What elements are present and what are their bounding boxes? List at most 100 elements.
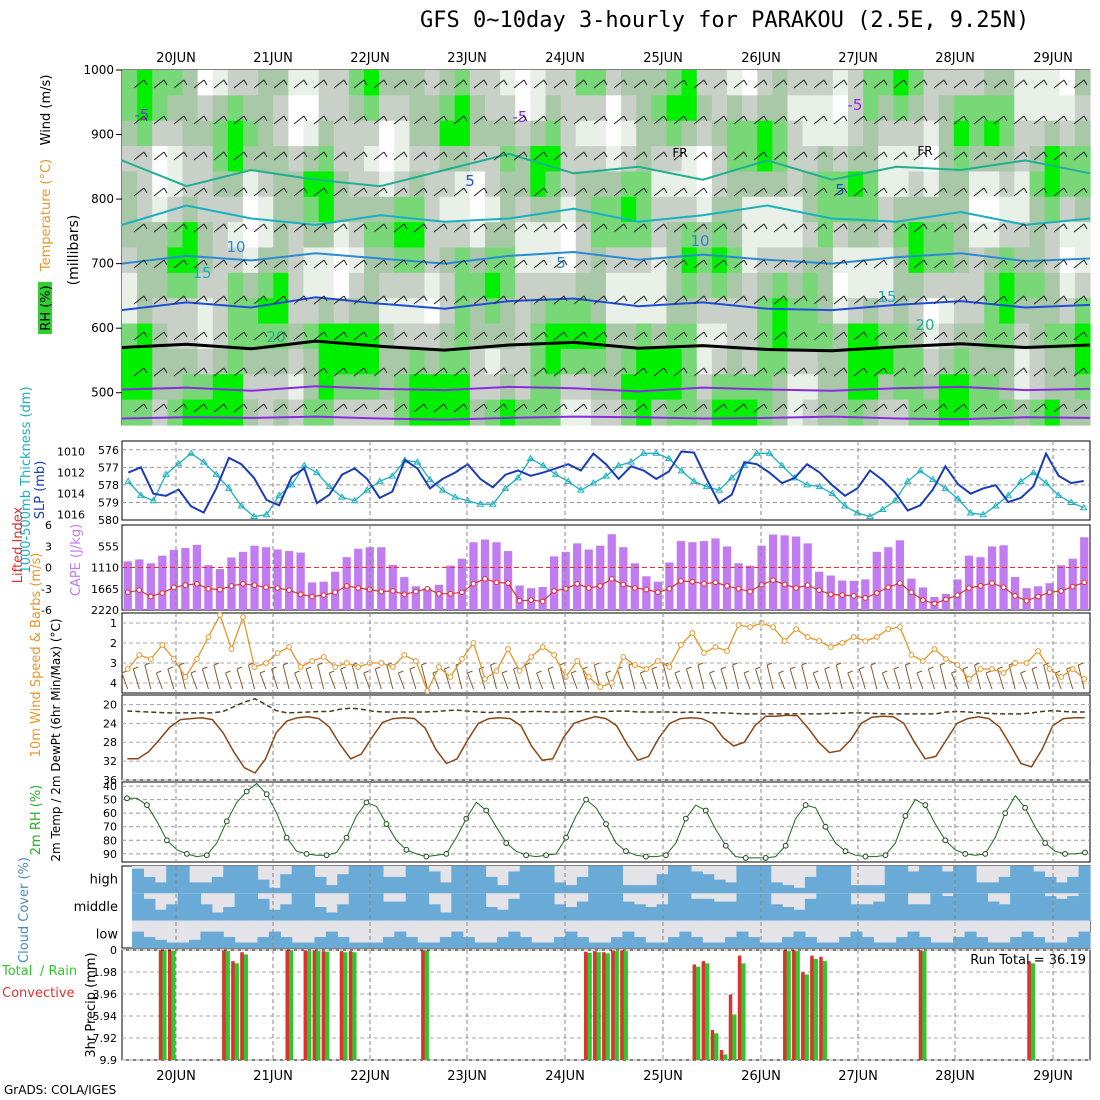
wind-barb: [213, 331, 228, 341]
wind10-barb: [939, 662, 947, 690]
rh-cell: [424, 272, 441, 299]
cloud-bar-low: [816, 942, 829, 948]
wind-barb: [273, 115, 288, 125]
rh-cell: [545, 196, 562, 223]
panel-w: [121, 612, 1091, 694]
wind-barb: [253, 79, 268, 89]
panel-th: [121, 440, 1091, 521]
wind-barb: [453, 331, 468, 341]
wind-barb: [993, 259, 1008, 269]
cloud-bar-middle: [154, 909, 167, 921]
wind-barb: [1013, 367, 1028, 377]
rh-cell: [953, 399, 970, 426]
li-marker: [309, 593, 315, 600]
rh-cell: [137, 120, 153, 147]
cape-bar: [607, 534, 616, 610]
rh-cell: [802, 272, 819, 299]
rh-cell: [908, 323, 925, 350]
li-marker: [297, 591, 304, 598]
cloud-bar-low: [553, 937, 566, 948]
rh-cell: [258, 171, 274, 198]
th-tick-left: 576: [98, 444, 119, 457]
li-marker: [574, 580, 580, 587]
li-marker: [424, 585, 431, 592]
rh-cell: [621, 399, 637, 426]
wind10-barb: [709, 670, 716, 690]
wind-barb: [973, 151, 988, 161]
thickness-marker: [564, 477, 573, 484]
rh-cell: [727, 399, 743, 426]
cloud-bar-middle: [451, 893, 464, 921]
rh-cell: [1014, 95, 1031, 122]
rh-cell: [727, 323, 743, 350]
precip-total-bar: [692, 966, 701, 1060]
wind-barb: [453, 295, 468, 305]
wind10-barb: [132, 666, 140, 690]
rh-cell: [999, 146, 1015, 173]
precip-total-bar: [167, 950, 176, 1060]
wind-barb: [293, 403, 308, 413]
rh-marker: [643, 853, 649, 860]
wind-barb: [833, 151, 848, 161]
rh-marker: [563, 834, 569, 841]
cloud-bar-low: [953, 937, 966, 948]
wind-barb: [133, 151, 148, 161]
wind-barb: [973, 403, 988, 413]
thickness-marker: [275, 491, 284, 498]
wind-barb: [493, 79, 508, 89]
cloud-bar-low: [1067, 937, 1080, 948]
rh-cell: [560, 272, 577, 299]
wind-barb: [333, 259, 348, 269]
cape-tick: 2220: [91, 604, 119, 617]
rh-cell: [394, 95, 410, 122]
rh-cell: [318, 247, 335, 274]
rh-cell: [318, 399, 335, 426]
rh-cell: [590, 374, 607, 401]
wind-barb: [213, 79, 228, 89]
rh-cell: [863, 146, 879, 173]
wind10-marker: [608, 680, 615, 686]
rh-cell: [545, 222, 562, 249]
thickness-marker: [928, 475, 937, 483]
wind-barb: [893, 403, 908, 413]
rh-cell: [500, 272, 516, 299]
rh-marker: [263, 791, 270, 798]
cape-bar: [964, 555, 974, 610]
rh-cell: [893, 146, 910, 173]
wind-barb: [513, 403, 528, 413]
li-tick: 6: [45, 519, 52, 532]
rh-cell: [636, 323, 652, 350]
rh-cell: [787, 70, 804, 96]
wind-barb: [893, 295, 908, 305]
cloud-bar-middle: [394, 901, 407, 921]
precip-conv-bar: [719, 1050, 724, 1060]
rh-cell: [832, 120, 849, 147]
rh-cell: [152, 323, 168, 350]
ua-tick-label: 600: [91, 321, 114, 335]
wind-barb: [853, 151, 868, 161]
wind-barb: [273, 295, 288, 305]
wind-barb: [213, 187, 228, 197]
rh-cell: [787, 95, 804, 122]
rh-cell: [953, 298, 970, 325]
rh-cell: [515, 171, 531, 198]
rh-cell: [636, 222, 652, 249]
precip-legend-conv: Convective: [2, 986, 75, 1001]
wind10-marker: [124, 666, 131, 672]
rh-cell: [787, 272, 804, 299]
cloud-bar-high: [417, 866, 430, 894]
rh-cell: [364, 222, 380, 249]
wind10-barb: [858, 666, 866, 690]
rh-marker: [802, 802, 809, 808]
precip-legend-rain: / Rain: [40, 964, 77, 979]
rh-cell: [802, 247, 819, 274]
li-marker: [1046, 589, 1053, 596]
rh-cell: [273, 247, 289, 274]
li-marker: [528, 597, 534, 603]
wind10-barb: [732, 662, 740, 690]
rh-cell: [984, 70, 1000, 96]
rh-cell: [212, 374, 229, 401]
rh-cell: [999, 374, 1015, 401]
cloud-bar-low: [622, 931, 635, 948]
cape-bar: [757, 545, 766, 610]
